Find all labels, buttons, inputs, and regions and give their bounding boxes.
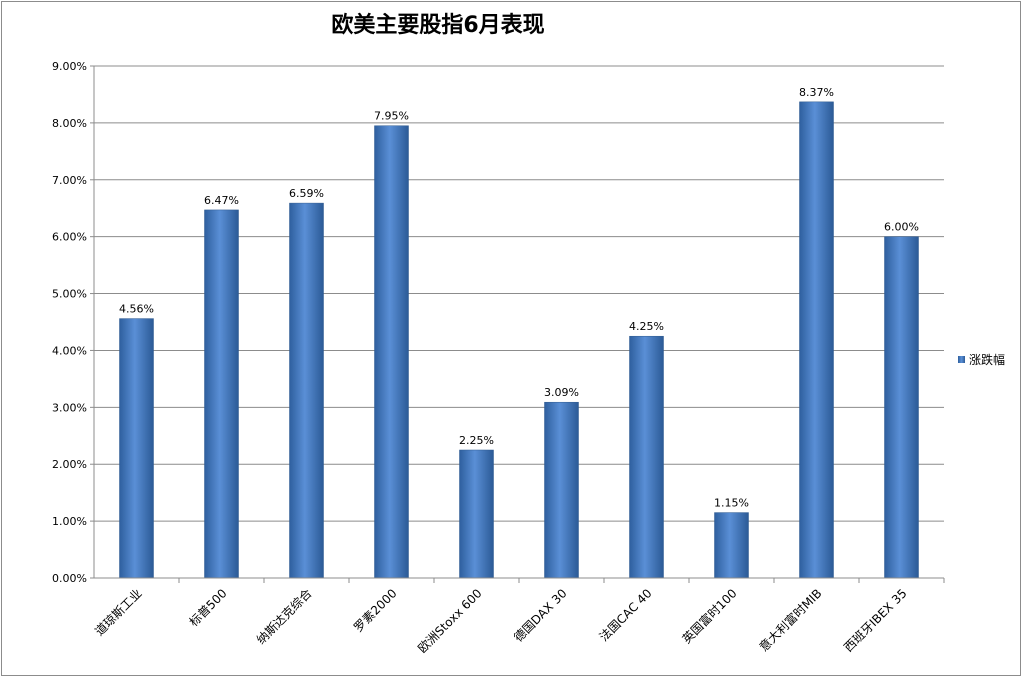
y-axis: 0.00% 1.00% 2.00% 3.00% 4.00% 5.00% 6.00% 7.00%… [52,60,95,585]
data-label: 8.37% [799,86,834,99]
y-tick-label: 4.00% [52,344,87,357]
data-label: 4.25% [629,320,664,333]
bar [884,236,919,579]
x-category-label: 欧洲Stoxx 600 [415,586,484,655]
x-category-label: 西班牙IBEX 35 [841,586,909,654]
data-label: 6.47% [204,194,239,207]
data-label: 7.95% [374,110,409,123]
y-tick-label: 9.00% [52,60,87,73]
legend-swatch [958,356,965,363]
x-category-label: 纳斯达克综合 [253,586,315,648]
legend: 涨跌幅 [958,352,1005,367]
x-axis: 道琼斯工业 标普500 纳斯达克综合 罗素2000 欧洲Stoxx 600 德国DAX 3… [92,577,945,656]
data-label: 3.09% [544,386,579,399]
bar [204,209,239,579]
legend-label: 涨跌幅 [969,352,1005,367]
y-tick-label: 7.00% [52,174,87,187]
chart-title: 欧美主要股指6月表现 [331,12,544,38]
bar [374,125,409,579]
data-label: 4.56% [119,303,154,316]
data-label: 6.00% [884,221,919,234]
bar [714,512,749,579]
bars: 4.56% 6.47% 6.59% 7.95% 2.25% 3.09% 4.25% 1.15%… [119,86,919,579]
x-category-label: 罗素2000 [351,586,399,634]
data-label: 1.15% [714,497,749,510]
bar [119,318,154,579]
y-tick-label: 8.00% [52,117,87,130]
bar [289,202,324,579]
x-category-label: 英国富时100 [679,586,740,647]
x-category-label: 道琼斯工业 [92,586,145,639]
x-category-label: 德国DAX 30 [511,586,570,645]
bar [629,335,664,579]
data-label: 6.59% [289,187,324,200]
x-category-label: 标普500 [187,586,230,629]
x-category-label: 法国CAC 40 [597,586,655,644]
y-tick-label: 0.00% [52,572,87,585]
y-tick-label: 2.00% [52,458,87,471]
y-tick-label: 1.00% [52,515,87,528]
bar [459,449,494,579]
bar [799,101,834,579]
x-category-label: 意大利富时MIB [756,586,825,655]
y-tick-label: 6.00% [52,231,87,244]
y-tick-label: 5.00% [52,288,87,301]
data-label: 2.25% [459,434,494,447]
bar [544,401,579,579]
y-tick-label: 3.00% [52,401,87,414]
